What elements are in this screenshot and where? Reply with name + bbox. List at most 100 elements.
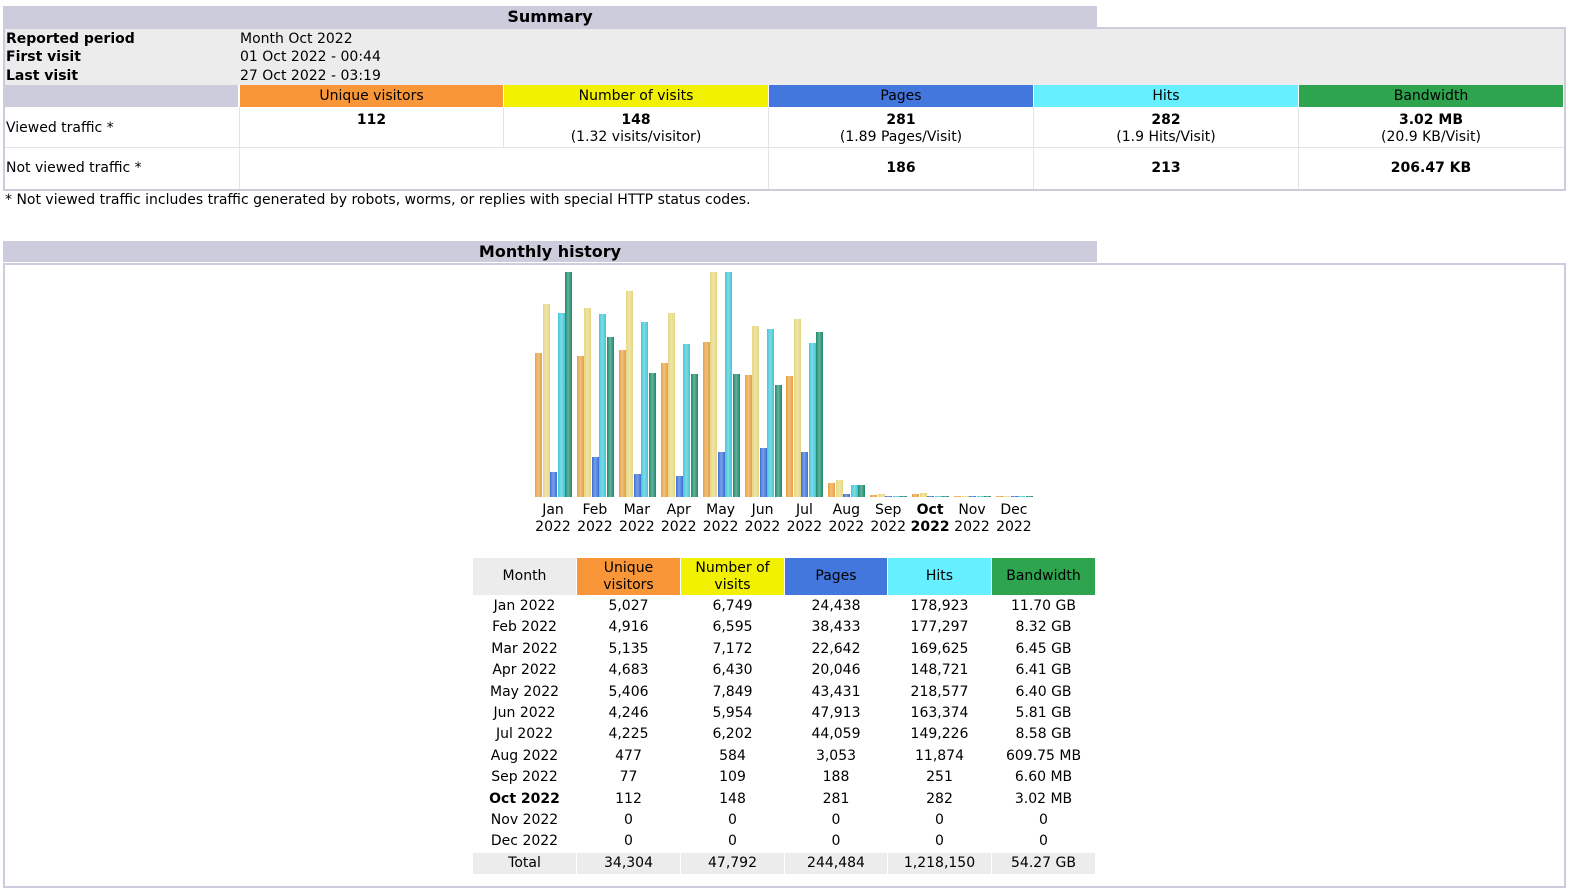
summary-header-hits: Hits [1034,85,1298,107]
chart-bar-bandwidth-7 [858,485,866,497]
not-viewed-bandwidth-value: 206.47 KB [1390,160,1472,176]
chart-x-label: Jun 2022 [742,502,784,536]
viewed-bandwidth-sub: (20.9 KB/Visit) [1381,129,1481,145]
chart-bar-unique-visitors-4 [702,342,710,497]
history-cell-bandwidth: 6.45 GB [1015,640,1072,657]
chart-x-label: Apr 2022 [658,502,700,536]
history-cell-pages: 24,438 [811,598,861,614]
not-viewed-hits-value: 213 [1151,160,1181,176]
chart-x-label-year: 2022 [910,519,950,535]
chart-bar-pages-6 [801,451,809,497]
chart-bar-hits-0 [557,312,565,497]
history-cell-visits: 0 [728,833,737,850]
grid-line [503,107,504,147]
chart-bar-hits-5 [767,328,774,497]
last-visit-label: Last visit [6,68,79,84]
chart-x-label-month: Nov [958,502,986,518]
chart-x-label-month: Jan [542,502,564,518]
history-cell-unique: 0 [624,833,633,850]
chart-x-label-month: May [706,502,736,518]
chart-bar-unique-visitors-5 [744,375,752,497]
history-header-pages: Pages [785,558,887,595]
history-cell-bandwidth: 0 [1039,833,1048,850]
chart-x-label-year: 2022 [744,519,781,535]
viewed-pages-sub: (1.89 Pages/Visit) [839,129,963,145]
history-cell-pages: 0 [831,812,841,828]
last-visit-value: 27 Oct 2022 - 03:19 [240,68,381,84]
chart-bar-hits-2 [641,322,649,497]
history-cell-pages: 44,059 [811,726,861,743]
chart-x-label-year: 2022 [660,519,697,535]
history-cell-unique: 0 [624,812,633,828]
history-header-hits: Hits [888,558,991,595]
summary-header-bandwidth: Bandwidth [1299,85,1563,107]
history-header-visits-line1: Number of [695,559,770,576]
history-cell-bandwidth: 6.41 GB [1015,662,1072,679]
chart-bar-unique-visitors-2 [618,349,626,497]
history-header-visits-line2: visits [714,576,751,593]
first-visit-label: First visit [6,49,81,65]
summary-footnote: * Not viewed traffic includes traffic ge… [5,192,751,208]
history-cell-unique: 5,135 [608,640,649,657]
chart-bar-number-of-visits-7 [835,480,843,497]
chart-bar-bandwidth-1 [606,337,614,497]
history-cell-pages: 47,913 [811,705,861,721]
chart-x-label-year: 2022 [954,519,990,535]
chart-bar-unique-visitors-7 [828,483,836,497]
history-cell-unique: 477 [615,747,642,764]
chart-bar-pages-11 [1010,495,1018,497]
history-title: Monthly history [3,241,1097,262]
history-cell-hits: 282 [926,790,953,807]
history-cell-hits: 169,625 [910,640,969,657]
history-cell-hits: 11,874 [915,747,964,764]
chart-x-label: Dec 2022 [993,502,1035,536]
history-header-bandwidth-label: Bandwidth [1006,568,1081,584]
history-cell-unique: 77 [619,769,638,786]
chart-x-label: Aug 2022 [825,502,867,536]
chart-bar-pages-8 [885,495,893,497]
history-cell-visits: 6,202 [712,726,753,743]
history-cell-hits: 0 [935,833,944,850]
history-cell-bandwidth: 0 [1039,812,1048,828]
history-cell-bandwidth: 3.02 MB [1014,790,1073,807]
grid-line [1033,107,1034,189]
history-header-visits: Number of visits [681,558,784,595]
history-cell-bandwidth: 8.58 GB [1015,726,1072,743]
history-cell-hits: 178,923 [910,598,969,614]
history-cell-visits: 6,595 [712,619,753,636]
not-viewed-pages-value: 186 [886,160,916,176]
history-cell-bandwidth: 609.75 MB [1005,747,1082,764]
history-total-hits: 1,218,150 [888,852,991,874]
chart-bar-pages-3 [675,476,683,497]
history-cell-unique: 4,916 [608,619,649,636]
chart-bar-number-of-visits-8 [877,493,885,497]
history-cell-unique: 4,225 [608,726,649,743]
chart-x-label-year: 2022 [618,519,655,535]
history-cell-unique: 112 [615,790,642,807]
chart-bar-bandwidth-9 [942,495,950,497]
chart-bar-unique-visitors-6 [786,375,794,497]
viewed-pages-value: 281 [886,112,916,128]
history-cell-pages: 188 [822,769,850,786]
viewed-hits-value: 282 [1151,112,1181,128]
chart-bar-unique-visitors-9 [912,493,920,497]
history-cell-visits: 5,954 [712,705,753,721]
chart-bar-bandwidth-2 [648,372,656,497]
history-cell-bandwidth: 6.40 GB [1015,683,1072,700]
chart-bar-hits-4 [725,272,733,497]
chart-x-label-month: Sep [874,502,902,518]
chart-bar-number-of-visits-11 [1003,495,1011,497]
history-cell-visits: 584 [719,747,746,764]
history-cell-month: Jul 2022 [496,726,553,743]
chart-x-label-month: Apr [666,502,691,518]
chart-bar-hits-11 [1018,495,1026,497]
history-header-pages-label: Pages [815,568,857,584]
history-cell-hits: 0 [935,812,944,828]
summary-period-area [5,29,1564,85]
reported-period-value: Month Oct 2022 [240,31,353,47]
chart-bar-number-of-visits-10 [961,495,969,497]
history-total-visits: 47,792 [681,852,784,874]
chart-bar-unique-visitors-8 [870,494,878,497]
chart-x-label-year: 2022 [786,519,823,535]
chart-bar-number-of-visits-1 [584,307,592,497]
